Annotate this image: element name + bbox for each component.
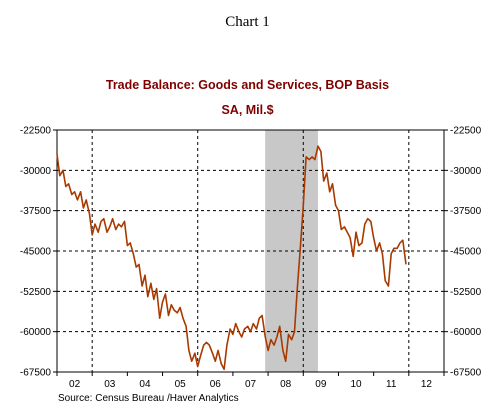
x-tick-label: 12	[421, 379, 433, 390]
x-tick-label: 02	[69, 379, 81, 390]
x-tick-label: 08	[280, 379, 292, 390]
y-tick-label-right: -45000	[450, 247, 482, 258]
y-tick-label-left: -60000	[20, 327, 52, 338]
chart-title: Trade Balance: Goods and Services, BOP B…	[105, 78, 390, 92]
y-tick-label-right: -60000	[450, 327, 482, 338]
x-tick-label: 05	[175, 379, 187, 390]
y-tick-label-right: -30000	[450, 166, 482, 177]
source-note: Source: Census Bureau /Haver Analytics	[58, 393, 239, 404]
x-tick-label: 10	[350, 379, 362, 390]
x-tick-label: 04	[139, 379, 151, 390]
x-tick-label: 09	[315, 379, 327, 390]
y-tick-label-right: -22500	[450, 126, 482, 137]
x-tick-label: 07	[245, 379, 257, 390]
y-tick-label-left: -45000	[20, 247, 52, 258]
x-tick-label: 03	[104, 379, 116, 390]
y-tick-label-right: -67500	[450, 368, 482, 379]
y-tick-label-left: -52500	[20, 287, 52, 298]
y-tick-label-right: -37500	[450, 206, 482, 217]
y-tick-label-left: -37500	[20, 206, 52, 217]
y-tick-label-right: -52500	[450, 287, 482, 298]
trade-balance-line	[56, 145, 407, 371]
y-tick-label-left: -22500	[20, 126, 52, 137]
chart-subtitle: SA, Mil.$	[221, 103, 274, 117]
chart-header: Chart 1	[225, 14, 270, 30]
y-tick-label-left: -30000	[20, 166, 52, 177]
x-tick-label: 06	[210, 379, 222, 390]
x-tick-label: 11	[386, 379, 397, 390]
y-tick-label-left: -67500	[20, 368, 52, 379]
